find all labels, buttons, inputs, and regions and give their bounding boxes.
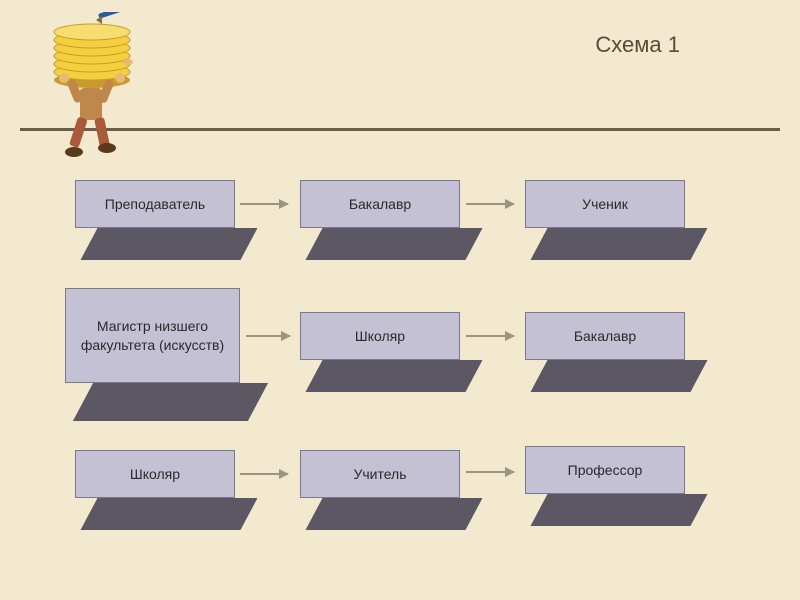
box-label: Ученик <box>582 195 628 213</box>
box-pupil: Ученик <box>525 180 685 228</box>
arrow <box>466 471 514 473</box>
arrow <box>466 335 514 337</box>
box-scholar-1: Школяр <box>300 312 460 360</box>
box-label: Бакалавр <box>574 327 636 345</box>
box-label: Профессор <box>568 461 643 479</box>
box-teacher: Преподаватель <box>75 180 235 228</box>
arrow <box>466 203 514 205</box>
arrow <box>240 473 288 475</box>
box-label: Школяр <box>355 327 405 345</box>
box-label: Преподаватель <box>105 195 205 213</box>
carrier-figure-icon <box>40 12 150 172</box>
box-label: Магистр низшего факультета (искусств) <box>70 317 235 353</box>
box-label: Бакалавр <box>349 195 411 213</box>
box-scholar-2: Школяр <box>75 450 235 498</box>
box-professor: Профессор <box>525 446 685 494</box>
diagram-title: Схема 1 <box>595 32 680 58</box>
box-bachelor-1: Бакалавр <box>300 180 460 228</box>
arrow <box>246 335 290 337</box>
box-instructor: Учитель <box>300 450 460 498</box>
box-label: Школяр <box>130 465 180 483</box>
arrow <box>240 203 288 205</box>
box-label: Учитель <box>353 465 406 483</box>
box-master: Магистр низшего факультета (искусств) <box>65 288 240 383</box>
box-bachelor-2: Бакалавр <box>525 312 685 360</box>
